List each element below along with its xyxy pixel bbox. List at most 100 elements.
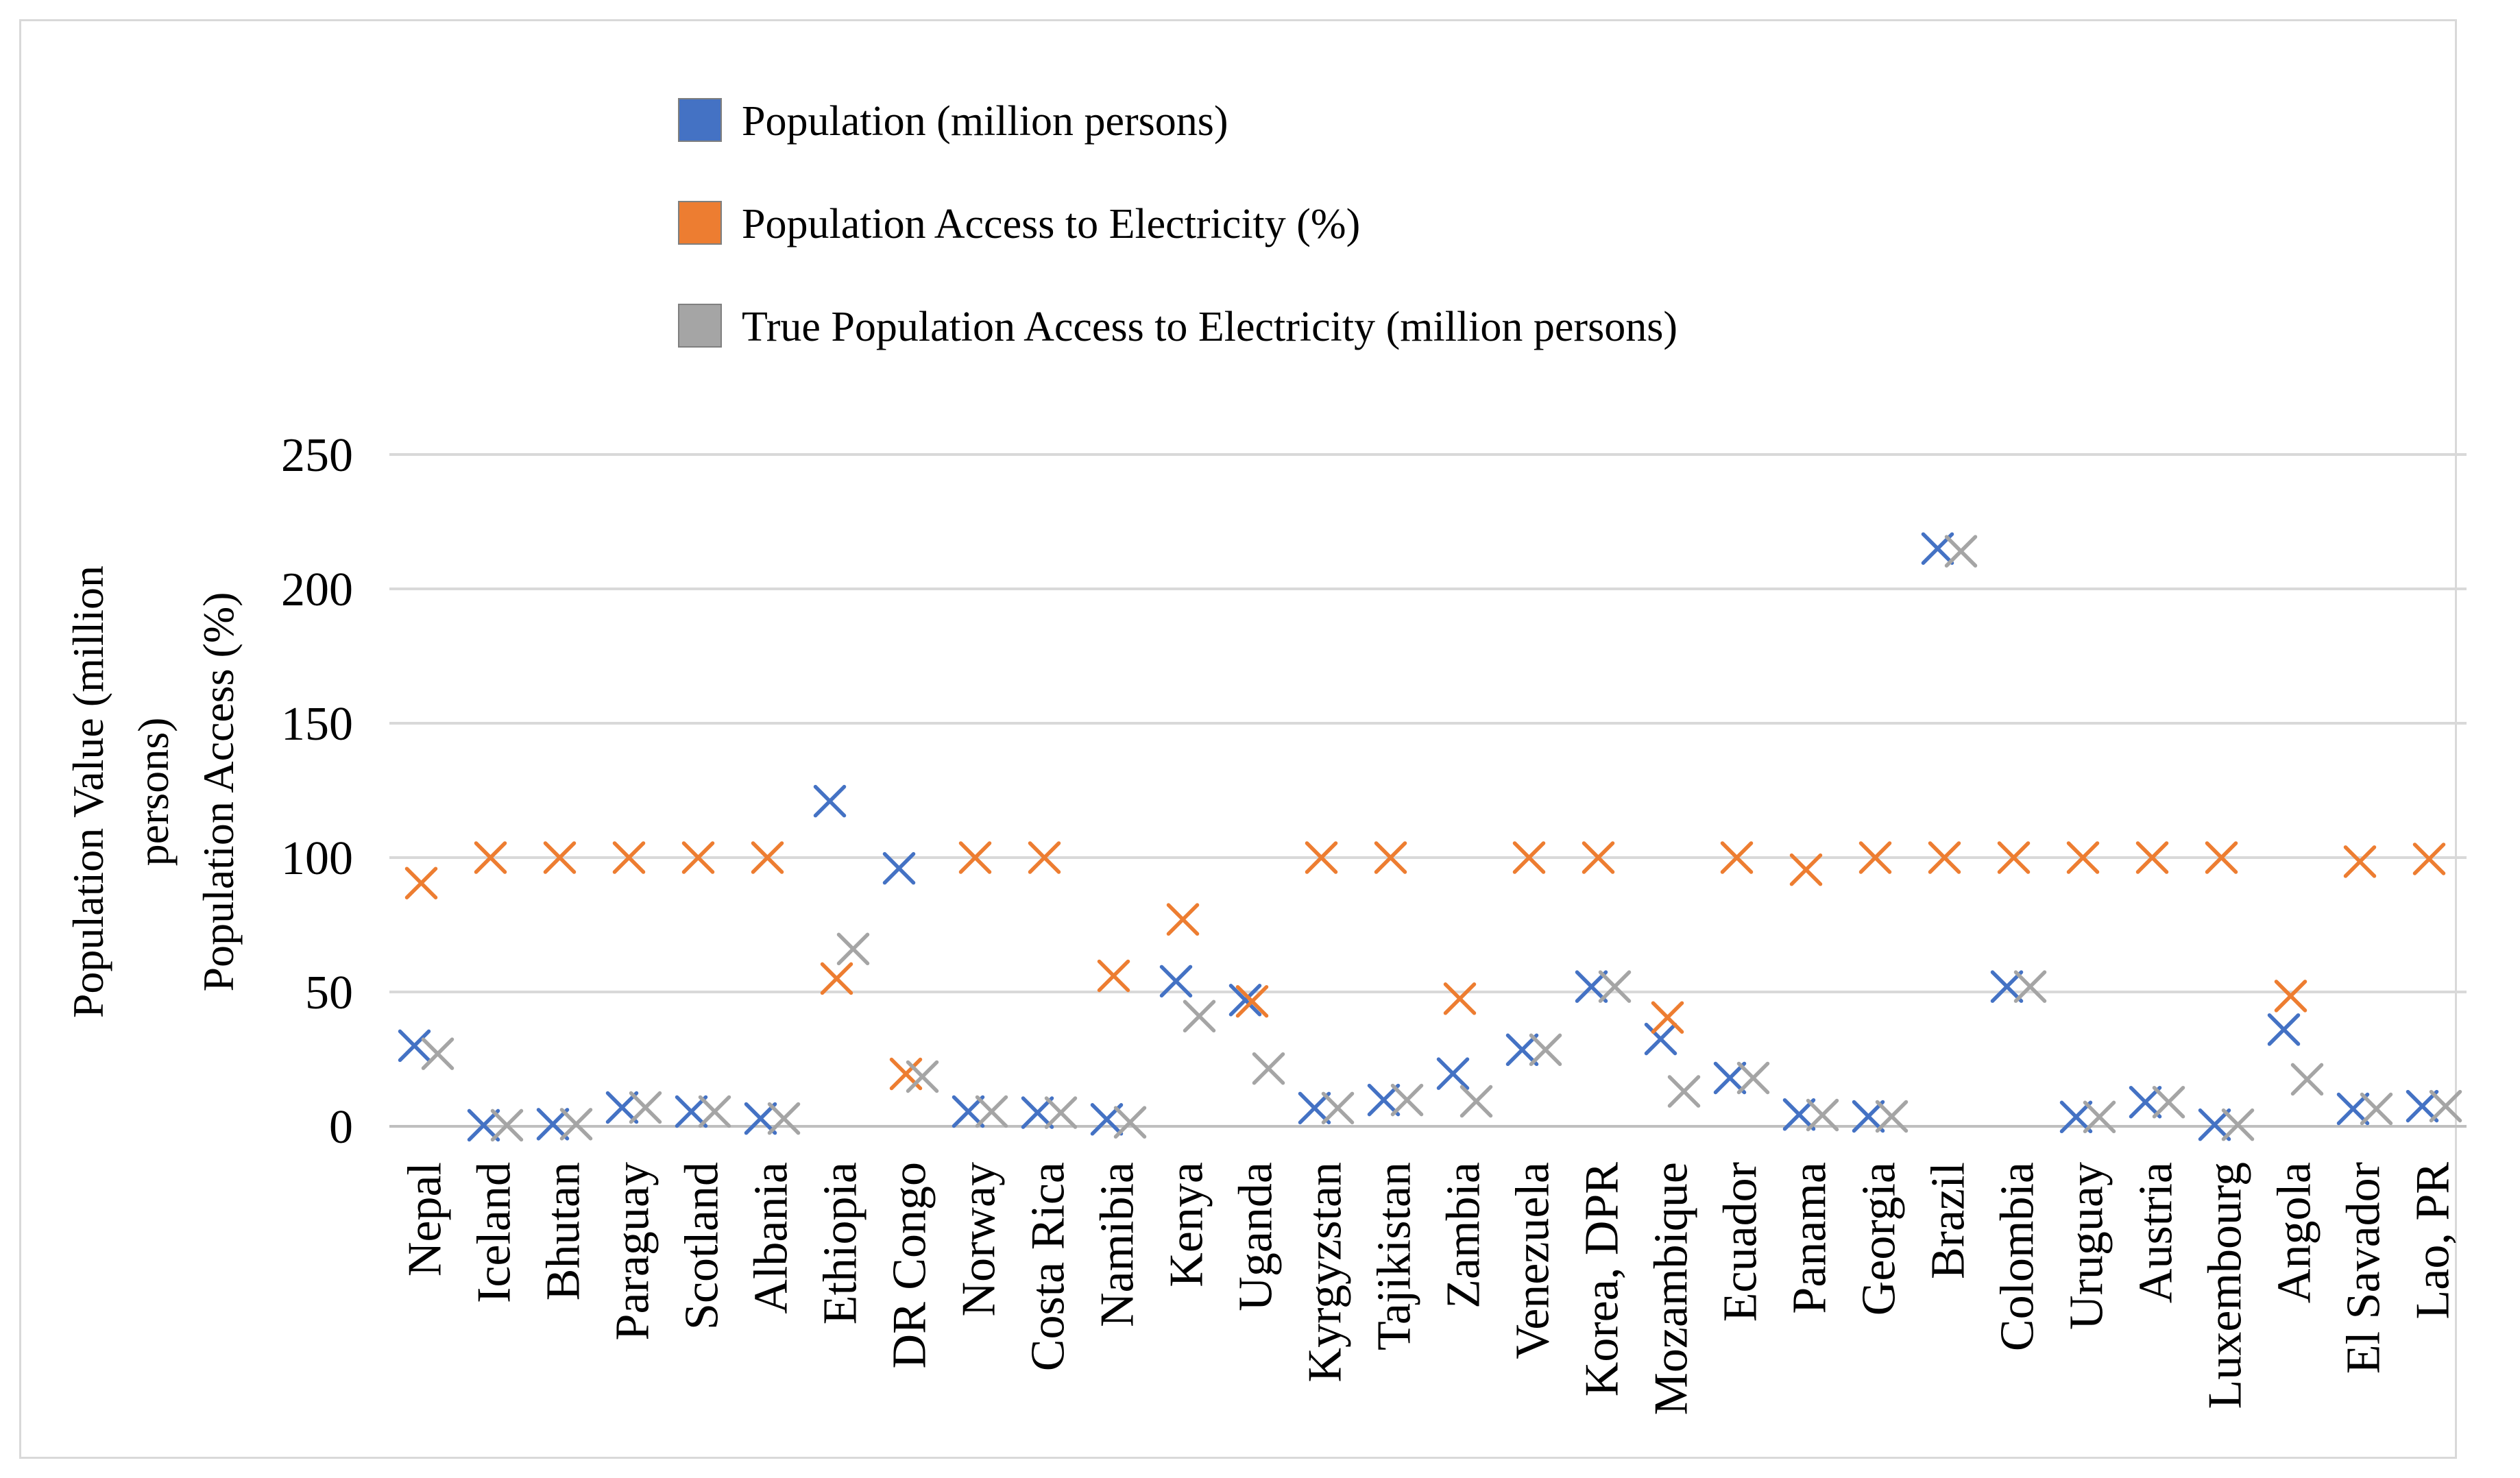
data-point (675, 1095, 708, 1128)
x-tick-label: Paraguay (607, 1162, 659, 1340)
x-tick-label: Mozambique (1645, 1162, 1698, 1415)
x-tick-label: Venezuela (1507, 1162, 1560, 1359)
legend-swatch (678, 201, 722, 245)
data-point (1321, 1091, 1355, 1125)
data-point (404, 867, 438, 899)
data-point (398, 1029, 431, 1063)
data-point (698, 1095, 731, 1128)
y-axis-ticks: 0 50 100 150 200 250 (281, 429, 353, 1154)
data-point (1651, 1001, 1684, 1034)
data-point (1228, 984, 1262, 1017)
data-point (1789, 853, 1823, 886)
data-point (605, 1091, 639, 1124)
data-point (1529, 1033, 1562, 1067)
data-point (1598, 970, 1632, 1003)
x-tick-label: Lao, PR (2407, 1162, 2460, 1320)
data-point (751, 841, 784, 874)
data-point (1928, 841, 1961, 874)
y-tick-label: 100 (281, 832, 353, 885)
data-point (612, 841, 646, 874)
y-tick-label: 50 (305, 967, 353, 1019)
legend-entry: Population Access to Electricity (%) (678, 201, 1360, 247)
x-tick-label: Brazil (1922, 1162, 1975, 1279)
data-point (1736, 1061, 1770, 1095)
data-point (882, 851, 916, 885)
y-axis-title-line: persons) (129, 718, 178, 867)
x-tick-label: Kyrgyzstan (1299, 1162, 1352, 1382)
data-point (2343, 845, 2377, 878)
data-point (2412, 843, 2446, 875)
legend-label: True Population Access to Electricity (m… (742, 304, 1677, 350)
legend-label: Population Access to Electricity (%) (742, 201, 1360, 247)
data-point (543, 841, 577, 874)
x-tick-label: Kenya (1161, 1162, 1213, 1287)
data-point (1644, 1022, 1677, 1056)
data-point (2152, 1085, 2185, 1119)
x-tick-label: Zambia (1438, 1162, 1490, 1309)
data-point (744, 1102, 777, 1135)
data-point (2013, 970, 2047, 1003)
data-point (813, 784, 847, 818)
data-point (836, 932, 870, 966)
x-tick-label: Iceland (468, 1162, 521, 1303)
data-point (1183, 1000, 1216, 1033)
data-point (2406, 1089, 2439, 1123)
data-point (1852, 1100, 1885, 1133)
x-tick-label: Luxembourg (2199, 1162, 2252, 1409)
x-tick-label: Panama (1784, 1162, 1837, 1314)
x-tick-label: Scotland (676, 1162, 729, 1330)
data-point (1159, 965, 1193, 998)
data-point (2066, 841, 2100, 874)
data-point (1367, 1083, 1401, 1117)
y-axis-title-line: Population Value (million (64, 566, 112, 1018)
data-point (2429, 1089, 2462, 1123)
x-tick-label: Albania (745, 1162, 798, 1314)
x-tick-label: DR Congo (884, 1162, 936, 1368)
data-point (767, 1102, 801, 1135)
data-point (1713, 1061, 1747, 1095)
data-point (1044, 1096, 1078, 1129)
data-point (1582, 841, 1615, 874)
x-tick-label: Norway (953, 1162, 1006, 1316)
y-tick-label: 150 (281, 698, 353, 751)
data-point (1512, 841, 1546, 874)
data-point (1305, 841, 1338, 874)
data-point (2274, 980, 2307, 1013)
x-tick-label: Bhutan (537, 1162, 590, 1300)
legend-entry: True Population Access to Electricity (m… (678, 304, 1677, 350)
data-point (1505, 1033, 1539, 1067)
data-point (421, 1037, 455, 1070)
x-tick-label: Angola (2268, 1162, 2321, 1303)
data-point (490, 1108, 524, 1142)
data-point (1028, 841, 1061, 874)
data-point (2336, 1092, 2370, 1126)
data-point (1390, 1083, 1424, 1117)
data-point (629, 1091, 662, 1124)
x-tick-label: Austria (2130, 1162, 2183, 1303)
data-point (1720, 841, 1754, 874)
data-point (2290, 1063, 2324, 1096)
x-tick-label: Namibia (1091, 1162, 1144, 1327)
data-point (1806, 1098, 1839, 1132)
data-point (2221, 1108, 2255, 1141)
data-point (1436, 1057, 1470, 1090)
data-point (2083, 1100, 2116, 1134)
data-markers (398, 532, 2462, 1142)
data-point (1021, 1096, 1054, 1129)
x-tick-label: Uruguay (2061, 1162, 2113, 1330)
data-point (2360, 1092, 2393, 1126)
y-tick-label: 0 (329, 1101, 353, 1154)
y-tick-label: 200 (281, 564, 353, 616)
data-point (1990, 970, 2024, 1003)
data-point (1875, 1100, 1909, 1133)
y-tick-label: 250 (281, 429, 353, 482)
data-point (559, 1108, 593, 1141)
legend-swatch (678, 304, 722, 348)
x-tick-label: El Savador (2338, 1162, 2390, 1374)
data-point (2267, 1013, 2301, 1046)
x-tick-label: Colombia (1991, 1162, 2044, 1351)
data-point (1097, 959, 1130, 993)
x-tick-label: Korea, DPR (1576, 1162, 1629, 1396)
data-point (2205, 841, 2238, 874)
